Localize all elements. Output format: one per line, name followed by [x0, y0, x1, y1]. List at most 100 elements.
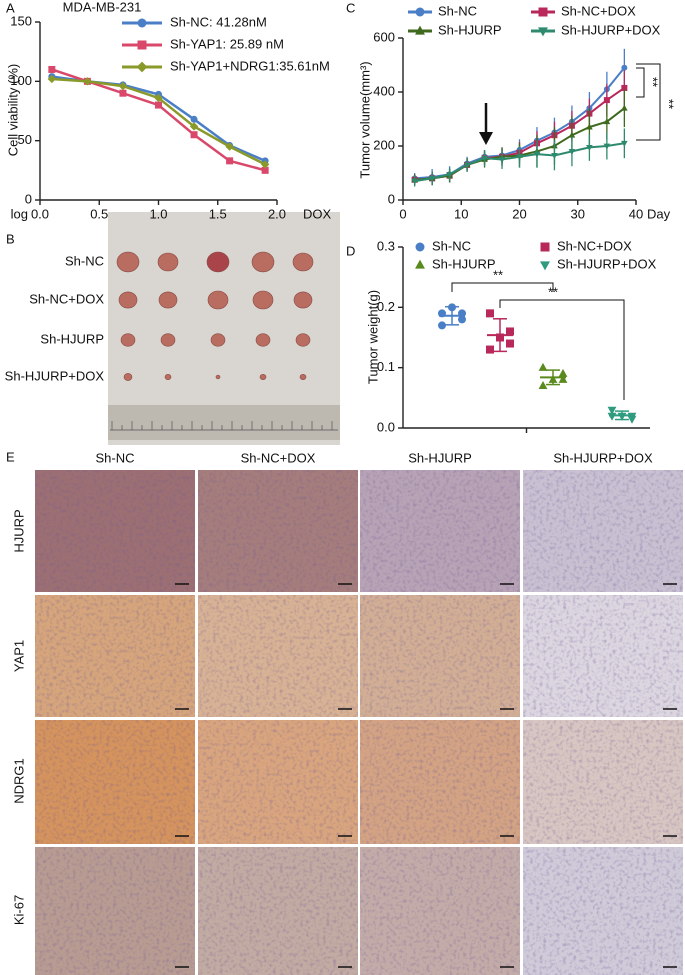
tumor [123, 373, 133, 381]
legend-label: Sh-NC [438, 3, 477, 18]
data-point [558, 374, 568, 383]
arrowhead [479, 132, 493, 145]
data-point [607, 412, 617, 421]
y-tick-label: 0.2 [377, 299, 395, 314]
data-point [621, 140, 628, 147]
legend-label: Sh-NC: 41.28nM [170, 14, 267, 29]
ihc-texture [360, 470, 520, 592]
y-tick-label: 0.1 [377, 359, 395, 374]
legend-marker [540, 242, 550, 252]
row-label: Sh-NC+DOX [29, 291, 104, 306]
data-point [190, 115, 198, 123]
column-label: Sh-HJURP [408, 450, 472, 465]
annotation: ** [548, 284, 558, 299]
data-point [463, 162, 471, 169]
legend-marker [540, 261, 550, 271]
x-tick-label: 0.0 [31, 206, 49, 221]
legend-marker [137, 18, 147, 28]
data-point [261, 166, 269, 174]
data-point [568, 149, 576, 155]
panel-label: D [346, 243, 355, 258]
tumor [120, 333, 136, 347]
data-point [621, 64, 628, 71]
data-point [607, 406, 617, 415]
y-axis-label: Tumor volume(mm³) [357, 61, 372, 178]
bracket [636, 63, 661, 141]
legend-marker [538, 27, 548, 37]
data-point [533, 151, 541, 158]
legend-label: Sh-NC [432, 238, 471, 253]
tumor [160, 333, 176, 347]
data-point [603, 118, 611, 125]
chart-title: MDA-MB-231 [63, 0, 142, 14]
legend-label: Sh-HJURP [438, 22, 502, 37]
tumor [251, 251, 275, 273]
ihc-texture [523, 595, 683, 717]
ihc-texture [198, 847, 358, 975]
ihc-texture [198, 470, 358, 592]
y-tick-label: 0.3 [377, 238, 395, 253]
y-axis-label: Cell viability (%) [5, 64, 20, 156]
data-point [428, 176, 436, 182]
ihc-texture [360, 595, 520, 717]
x-tick-label: 0.5 [90, 206, 108, 221]
tumor [164, 373, 172, 380]
data-point [458, 315, 466, 324]
x-axis-label: log [11, 206, 28, 221]
ihc-texture [198, 720, 358, 844]
ihc-texture [35, 595, 195, 717]
data-point [621, 104, 628, 111]
data-point [438, 321, 446, 330]
y-tick-label: 0.0 [377, 419, 395, 434]
panel-label: B [6, 231, 15, 246]
x-tick-label: 0 [399, 206, 406, 221]
x-axis-label: Day [647, 206, 671, 221]
x-tick-label: 20 [512, 206, 526, 221]
bracket [451, 282, 554, 292]
y-tick-label: 100 [10, 73, 32, 88]
tumor [299, 373, 307, 380]
data-point [448, 303, 456, 312]
row-label: Sh-NC [65, 253, 104, 268]
data-point [154, 93, 163, 103]
tumor [116, 251, 140, 273]
ruler [108, 405, 340, 440]
data-point [548, 374, 558, 383]
tumor [292, 252, 314, 272]
x-tick-label: 1.0 [149, 206, 167, 221]
data-point [568, 131, 576, 138]
data-point [516, 154, 523, 161]
data-point [506, 327, 514, 336]
row-label: Ki-67 [11, 895, 26, 925]
data-point [586, 123, 593, 130]
y-tick-label: 600 [373, 29, 395, 44]
data-point [118, 81, 128, 91]
x-axis-label: DOX [303, 206, 332, 221]
tumor [255, 333, 271, 347]
y-tick-label: 0 [388, 191, 395, 206]
ihc-texture [198, 595, 358, 717]
data-point [189, 122, 199, 131]
row-label: HJURP [11, 509, 26, 552]
y-axis-label: Tumor weight(g) [365, 290, 380, 384]
data-point [603, 143, 611, 150]
data-point [538, 362, 548, 371]
column-label: Sh-HJURP+DOX [553, 450, 653, 465]
tumor [259, 373, 267, 380]
ihc-texture [35, 470, 195, 592]
tumor [293, 291, 313, 309]
data-point [48, 65, 56, 73]
data-point [83, 77, 92, 86]
legend-label: Sh-NC+DOX [557, 238, 632, 253]
data-point [446, 171, 453, 178]
data-point [621, 84, 628, 91]
legend-label: Sh-HJURP+DOX [557, 256, 657, 271]
tumor [215, 374, 221, 380]
column-label: Sh-NC [95, 450, 134, 465]
tumor [158, 291, 178, 309]
y-tick-label: 0 [25, 191, 32, 206]
bracket [636, 67, 645, 98]
legend-label: Sh-HJURP [432, 256, 496, 271]
